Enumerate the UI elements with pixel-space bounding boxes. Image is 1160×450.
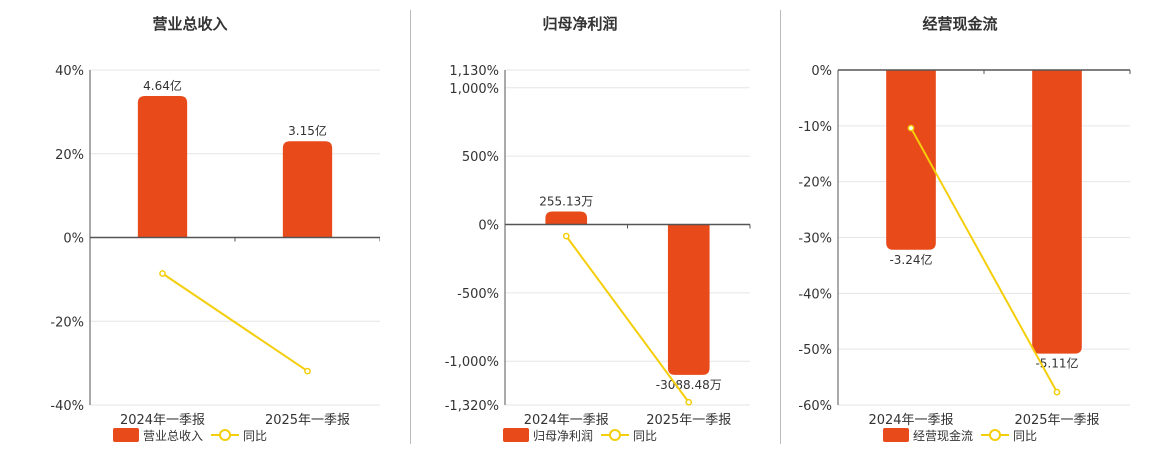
x-category-label: 2025年一季报 xyxy=(265,413,350,428)
legend-bar-swatch xyxy=(502,428,529,442)
yoy-point xyxy=(685,398,693,406)
y-tick-label: 1,130% xyxy=(449,64,499,79)
y-tick-label: 20% xyxy=(55,148,84,163)
y-tick-label: 1,000% xyxy=(449,82,499,97)
legend-line-swatch xyxy=(981,428,1009,442)
bar-data-label: -5.11亿 xyxy=(1035,356,1078,371)
y-tick-label: -40% xyxy=(50,399,84,414)
y-tick-label: 0% xyxy=(63,232,84,247)
cash-flow-legend: 经营现金流 同比 xyxy=(770,426,1150,444)
legend-item-yoy[interactable]: 同比 xyxy=(981,427,1037,444)
y-tick-label: -30% xyxy=(798,232,832,247)
legend-label-revenue: 营业总收入 xyxy=(142,428,203,443)
y-tick-label: 0% xyxy=(811,64,832,79)
x-category-label: 2024年一季报 xyxy=(868,413,953,428)
bar-data-label: 255.13万 xyxy=(539,195,593,209)
legend-line-swatch xyxy=(211,428,239,442)
legend-item-yoy[interactable]: 同比 xyxy=(601,427,657,444)
revenue-chart-title: 营业总收入 xyxy=(152,15,228,33)
bar-data-label: 4.64亿 xyxy=(143,78,182,93)
revenue-panel: 40% 20% 0% -20% -40% 4.64亿 3.15亿 2024年一季报 2025年一… xyxy=(0,0,380,450)
net-profit-chart-title: 归母净利润 xyxy=(542,15,618,33)
yoy-point xyxy=(907,124,915,132)
legend-label-yoy: 同比 xyxy=(1013,428,1038,443)
panel-divider xyxy=(410,10,411,444)
bar xyxy=(282,141,333,238)
cash-flow-chart-title: 经营现金流 xyxy=(922,15,998,33)
net-profit-chart: 1,130% 1,000% 500% 0% -500% -1,000% -1,320% 255… xyxy=(445,64,751,428)
revenue-chart: 40% 20% 0% -20% -40% 4.64亿 3.15亿 2024年一季报 2025年一… xyxy=(50,64,380,428)
yoy-point xyxy=(1053,388,1061,396)
bar-data-label: -3.24亿 xyxy=(889,252,932,267)
yoy-point xyxy=(562,232,570,240)
legend-label-yoy: 同比 xyxy=(633,428,658,443)
legend-bar-swatch xyxy=(882,428,909,442)
y-tick-label: 500% xyxy=(462,150,499,165)
legend-item-yoy[interactable]: 同比 xyxy=(211,427,267,444)
panel-divider xyxy=(780,10,781,444)
y-tick-label: -20% xyxy=(50,315,84,330)
bar xyxy=(1032,70,1082,354)
y-tick-label: 0% xyxy=(478,219,499,234)
legend-item-revenue[interactable]: 营业总收入 xyxy=(112,427,203,444)
x-category-label: 2025年一季报 xyxy=(646,413,731,428)
y-tick-label: -500% xyxy=(457,287,499,302)
cash-flow-panel: 0% -10% -20% -30% -40% -50% -60% -3.24亿 -5.11亿 20… xyxy=(770,0,1150,450)
bar xyxy=(545,211,588,225)
legend-bar-swatch xyxy=(112,428,139,442)
cash-flow-chart: 0% -10% -20% -30% -40% -50% -60% -3.24亿 -5.11亿 20… xyxy=(798,64,1131,428)
net-profit-legend: 归母净利润 同比 xyxy=(390,426,770,444)
yoy-line xyxy=(161,272,309,372)
legend-item-cash-flow[interactable]: 经营现金流 xyxy=(882,427,973,444)
x-category-label: 2024年一季报 xyxy=(120,413,205,428)
x-category-label: 2024年一季报 xyxy=(524,413,609,428)
yoy-point xyxy=(159,270,166,277)
yoy-line xyxy=(565,235,690,403)
legend-label-yoy: 同比 xyxy=(243,428,268,443)
net-profit-panel: 1,130% 1,000% 500% 0% -500% -1,000% -1,320% 255… xyxy=(390,0,770,450)
legend-line-swatch xyxy=(601,428,629,442)
yoy-line xyxy=(910,127,1058,393)
legend-item-net-profit[interactable]: 归母净利润 xyxy=(502,427,593,444)
y-tick-label: 40% xyxy=(55,64,84,79)
bar-data-label: 3.15亿 xyxy=(288,123,327,138)
yoy-point xyxy=(304,367,311,375)
y-tick-label: -1,000% xyxy=(445,355,499,370)
y-tick-label: -40% xyxy=(798,287,832,302)
bar-data-label: -3088.48万 xyxy=(656,378,722,392)
legend-label-net-profit: 归母净利润 xyxy=(532,428,593,443)
y-tick-label: -50% xyxy=(798,343,832,358)
bar xyxy=(667,224,710,375)
y-tick-label: -60% xyxy=(798,399,832,414)
legend-label-cash-flow: 经营现金流 xyxy=(912,428,973,443)
y-tick-label: -10% xyxy=(798,120,832,135)
bar xyxy=(886,70,936,250)
y-tick-label: -1,320% xyxy=(445,399,499,414)
revenue-legend: 营业总收入 同比 xyxy=(0,426,380,444)
x-category-label: 2025年一季报 xyxy=(1014,413,1099,428)
y-tick-label: -20% xyxy=(798,176,832,191)
bar xyxy=(137,95,188,238)
